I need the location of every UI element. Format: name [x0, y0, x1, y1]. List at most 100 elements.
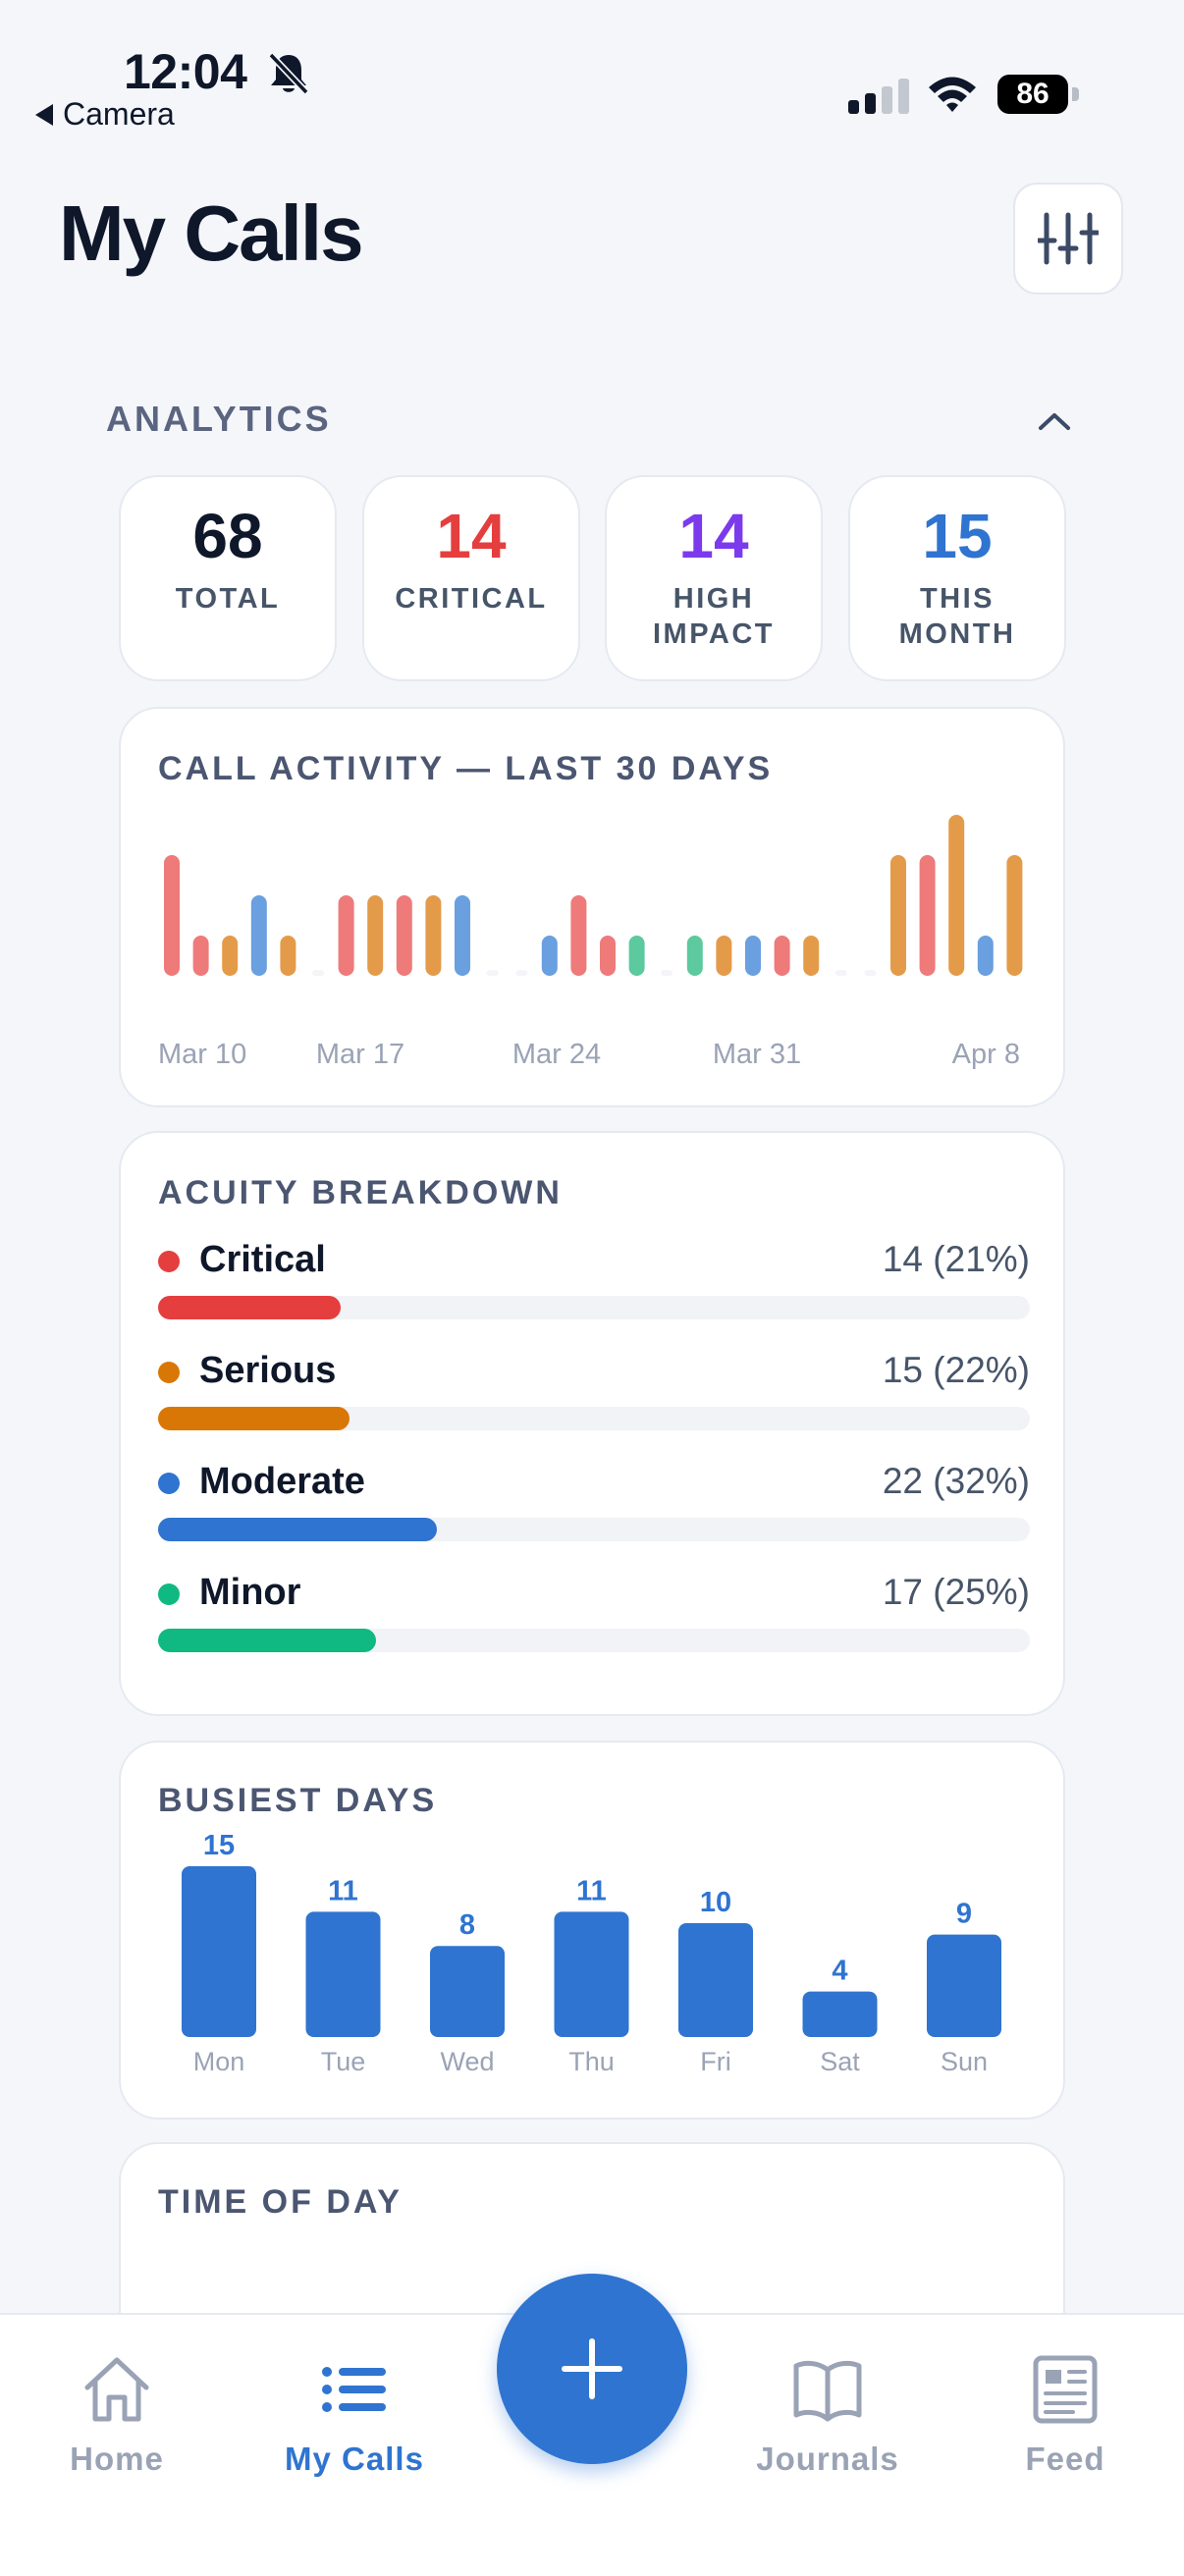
add-call-button[interactable] [497, 2274, 687, 2464]
acuity-name: Moderate [199, 1461, 365, 1502]
x-tick-label: Apr 8 [952, 1039, 1020, 1070]
sliders-icon [1038, 212, 1099, 265]
day-label: Mon [193, 2047, 245, 2076]
bell-slash-icon [268, 52, 309, 95]
day-label: Sat [820, 2047, 860, 2076]
filter-button[interactable] [1013, 183, 1123, 295]
acuity-breakdown-card: ACUITY BREAKDOWN Critical 14 (21%) Serio… [119, 1131, 1065, 1716]
battery-level: 86 [997, 75, 1068, 114]
acuity-value: 22 (32%) [882, 1461, 1030, 1501]
minor-dot [158, 1583, 180, 1605]
day-bar [430, 1946, 505, 2037]
stat-label: CRITICAL [395, 583, 548, 615]
day-value-label: 9 [956, 1899, 972, 1930]
day-label: Thu [568, 2047, 615, 2076]
activity-bar-empty [312, 970, 324, 976]
activity-bar [600, 936, 616, 976]
activity-bar [890, 855, 906, 976]
acuity-row-serious: Serious 15 (22%) [158, 1350, 1030, 1448]
acuity-track [158, 1629, 1030, 1652]
activity-bar [425, 895, 442, 976]
day-value-label: 8 [459, 1909, 475, 1941]
activity-bar [367, 895, 384, 976]
activity-bar [192, 936, 209, 976]
tab-home[interactable]: Home [19, 2354, 215, 2478]
x-tick-label: Mar 17 [316, 1039, 404, 1070]
day-value-label: 10 [700, 1887, 731, 1918]
plus-icon [562, 2338, 622, 2399]
book-icon [793, 2360, 862, 2422]
activity-bar [686, 936, 703, 976]
acuity-bar [158, 1296, 342, 1319]
stat-label: HIGH IMPACT [652, 583, 775, 650]
stat-card-critical[interactable]: 14 CRITICAL [362, 475, 580, 681]
card-title: BUSIEST DAYS [158, 1782, 438, 1819]
activity-bar [541, 936, 558, 976]
day-bar [802, 1991, 878, 2037]
day-label: Wed [440, 2047, 494, 2076]
tab-label: My Calls [285, 2441, 424, 2477]
day-label: Fri [700, 2047, 730, 2076]
stat-value: 14 [436, 501, 507, 571]
activity-bar-empty [834, 970, 847, 976]
activity-bar-empty [486, 970, 499, 976]
activity-bar [396, 895, 412, 976]
x-tick-label: Mar 31 [713, 1039, 801, 1070]
stat-value: 68 [192, 501, 263, 571]
stat-card-high-impact[interactable]: 14 HIGH IMPACT [605, 475, 823, 681]
tab-journals[interactable]: Journals [729, 2354, 926, 2478]
acuity-track [158, 1407, 1030, 1430]
day-bar [927, 1934, 1001, 2037]
tab-feed[interactable]: Feed [967, 2354, 1163, 2478]
acuity-value: 14 (21%) [882, 1239, 1030, 1279]
stat-card-total[interactable]: 68 TOTAL [119, 475, 337, 681]
stat-value: 15 [922, 501, 993, 571]
card-title: CALL ACTIVITY — LAST 30 DAYS [158, 750, 774, 787]
analytics-section-label: ANALYTICS [106, 399, 332, 439]
tab-my-calls[interactable]: My Calls [256, 2354, 453, 2478]
chevron-up-icon[interactable] [1037, 406, 1072, 436]
day-bar [554, 1911, 629, 2037]
activity-bar [803, 936, 820, 976]
x-tick-label: Mar 10 [158, 1039, 246, 1070]
tab-label: Home [70, 2441, 164, 2477]
home-icon [84, 2357, 149, 2422]
acuity-value: 17 (25%) [882, 1572, 1030, 1612]
back-label: Camera [63, 96, 175, 132]
day-value-label: 11 [328, 1875, 358, 1906]
stat-label: THIS MONTH [898, 583, 1016, 650]
day-label: Sun [941, 2047, 988, 2076]
x-tick-label: Mar 24 [512, 1039, 601, 1070]
day-bar [305, 1911, 381, 2037]
activity-bar [716, 936, 732, 976]
busiest-days-chart: 15 Mon 11 Tue 8 Wed 11 Thu 10 Fri 4 Sat 9 Sun [182, 1830, 1001, 2076]
status-time: 12:04 [124, 44, 247, 99]
serious-dot [158, 1362, 180, 1383]
tab-label: Journals [756, 2441, 899, 2477]
acuity-name: Critical [199, 1239, 326, 1280]
activity-bar [222, 936, 239, 976]
day-label: Tue [321, 2047, 366, 2076]
busiest-days-card: BUSIEST DAYS 15 Mon 11 Tue 8 Wed 11 Thu 10 Fri 4 Sa… [119, 1741, 1065, 2120]
acuity-row-critical: Critical 14 (21%) [158, 1239, 1030, 1337]
activity-bar [250, 895, 267, 976]
card-title: TIME OF DAY [158, 2183, 403, 2221]
newspaper-icon [1033, 2355, 1098, 2424]
back-to-camera[interactable]: Camera [35, 96, 175, 133]
day-value-label: 11 [576, 1875, 607, 1906]
activity-bar [570, 895, 587, 976]
activity-bar [280, 936, 296, 976]
stat-label: TOTAL [175, 583, 281, 615]
activity-bar [164, 855, 180, 976]
tab-label: Feed [1025, 2441, 1105, 2477]
wifi-icon [929, 77, 976, 112]
day-value-label: 4 [832, 1956, 847, 1987]
stat-card-this-month[interactable]: 15 THIS MONTH [848, 475, 1066, 681]
acuity-name: Serious [199, 1350, 337, 1391]
activity-bar [919, 855, 936, 976]
cellular-signal-icon [848, 79, 909, 114]
day-bar [182, 1866, 256, 2037]
acuity-name: Minor [199, 1572, 301, 1613]
battery-icon: 86 [997, 75, 1080, 114]
activity-bar [628, 936, 645, 976]
